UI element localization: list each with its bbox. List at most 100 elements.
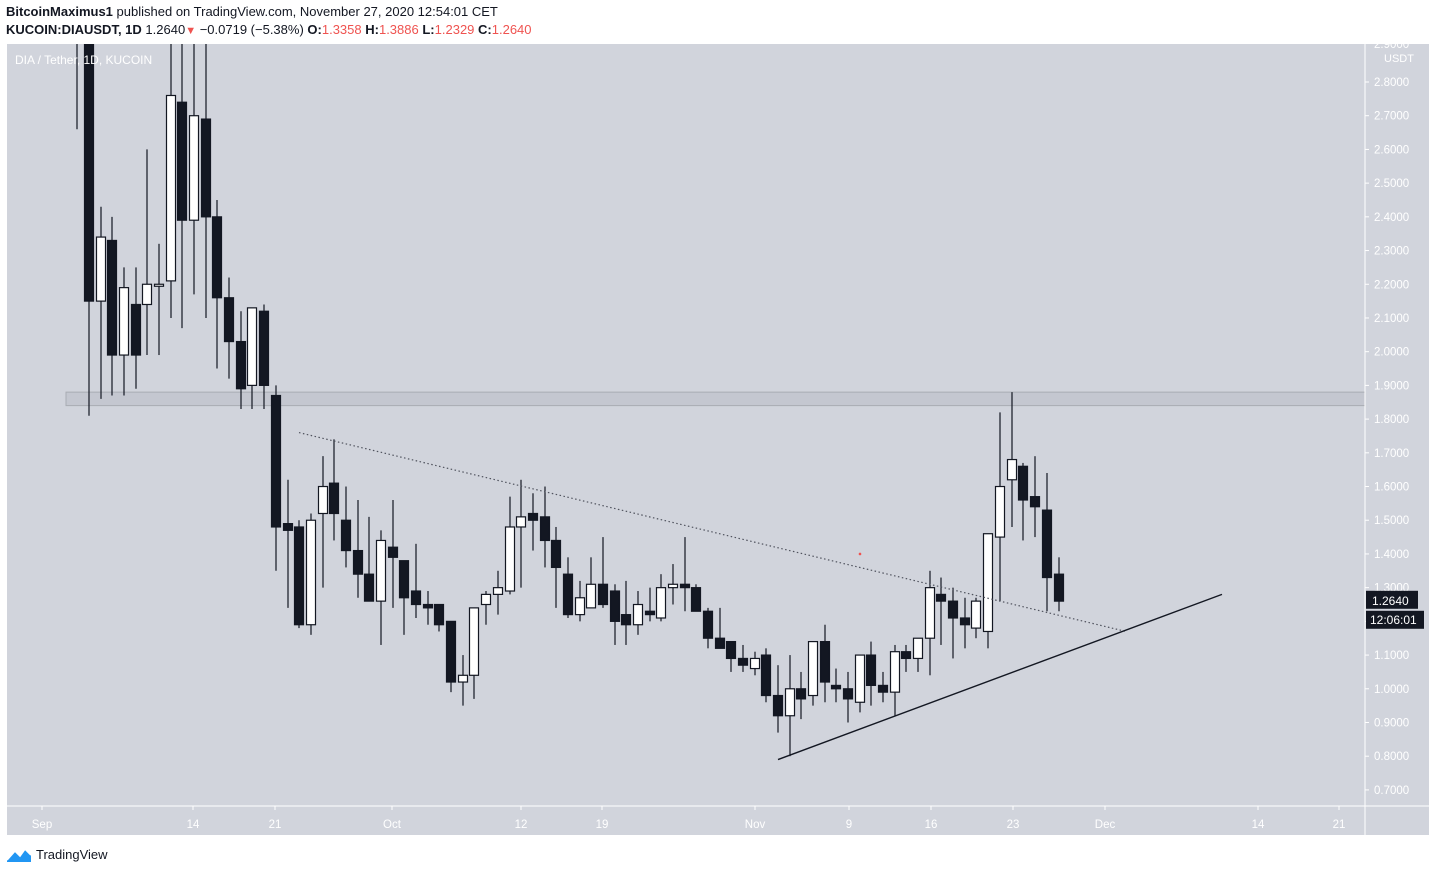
price-tick-label: 2.8000 bbox=[1374, 77, 1409, 89]
marker-dot bbox=[858, 552, 862, 556]
candle-down bbox=[445, 620, 457, 683]
candle-down bbox=[387, 546, 399, 558]
time-tick-label: 14 bbox=[1252, 819, 1265, 831]
open-value: 1.3358 bbox=[321, 22, 362, 37]
chart-legend: DIA / Tether, 1D, KUCOIN bbox=[15, 53, 153, 67]
time-tick-label: 23 bbox=[1007, 819, 1020, 831]
candle-down bbox=[352, 549, 364, 575]
price-tick-label: 2.7000 bbox=[1374, 111, 1409, 123]
candle-up bbox=[784, 688, 796, 717]
candlestick-plot[interactable]: 2.8000 2.7000 2.6000 2.5000 2.4000 2.3000 2.20… bbox=[7, 44, 1429, 835]
candle-down bbox=[270, 394, 282, 528]
candle-down bbox=[644, 610, 656, 616]
candle-up bbox=[924, 587, 936, 639]
candle-up bbox=[504, 526, 516, 592]
resistance-zone bbox=[65, 391, 1365, 407]
candle-down bbox=[679, 583, 691, 589]
footer: TradingView bbox=[6, 845, 108, 863]
candle-down bbox=[282, 523, 294, 531]
current-price-label: 1.2640 bbox=[1372, 594, 1409, 608]
time-tick-label: Oct bbox=[383, 819, 402, 831]
price-change: −0.0719 (−5.38%) bbox=[199, 22, 304, 37]
descending-trendline bbox=[298, 432, 1127, 633]
candle-down bbox=[772, 694, 784, 717]
time-tick-label: 21 bbox=[269, 819, 282, 831]
countdown-label: 12:06:01 bbox=[1370, 613, 1417, 627]
candle-down bbox=[597, 583, 609, 606]
candle-down bbox=[620, 614, 632, 626]
author-name: BitcoinMaximus1 bbox=[6, 4, 113, 19]
candle-up bbox=[585, 583, 597, 609]
candle-down bbox=[211, 216, 223, 299]
time-tick-label: 14 bbox=[187, 819, 200, 831]
candle-up bbox=[317, 485, 329, 515]
candle-up bbox=[1006, 458, 1018, 481]
candle-up bbox=[667, 583, 679, 589]
price-tick-label: 2.3000 bbox=[1374, 246, 1409, 258]
candle-down bbox=[795, 688, 807, 700]
price-tick-label: 2.1000 bbox=[1374, 313, 1409, 325]
price-tick-label: 2.6000 bbox=[1374, 144, 1409, 156]
chart-area[interactable]: 2.8000 2.7000 2.6000 2.5000 2.4000 2.3000 2.20… bbox=[7, 44, 1429, 835]
candle-up bbox=[165, 94, 177, 282]
candle-down bbox=[200, 118, 212, 218]
candle-down bbox=[410, 590, 422, 606]
candle-up bbox=[982, 533, 994, 633]
time-tick-label: 19 bbox=[596, 819, 609, 831]
candle-up bbox=[889, 651, 901, 693]
price-tick-label: 1.7000 bbox=[1374, 448, 1409, 460]
candle-up bbox=[375, 539, 387, 602]
candle-down bbox=[725, 640, 737, 660]
candle-down bbox=[539, 516, 551, 542]
candle-down bbox=[83, 44, 95, 302]
price-tick-label: 1.5000 bbox=[1374, 515, 1409, 527]
footer-brand: TradingView bbox=[36, 846, 108, 862]
candle-down bbox=[830, 684, 842, 690]
price-tick-label: 1.4000 bbox=[1374, 549, 1409, 561]
candle-up bbox=[970, 600, 982, 629]
symbol-info: KUCOIN:DIAUSDT, 1D 1.2640▼ −0.0719 (−5.3… bbox=[6, 22, 532, 37]
candle-up bbox=[468, 607, 480, 676]
candle-up bbox=[246, 307, 258, 386]
candle-up bbox=[95, 236, 107, 302]
open-label: O: bbox=[307, 22, 322, 37]
price-tick-label: 2.4000 bbox=[1374, 212, 1409, 224]
candle-up bbox=[655, 587, 667, 619]
candle-down bbox=[340, 519, 352, 552]
candle-down bbox=[398, 560, 410, 599]
candle-up bbox=[457, 674, 469, 683]
candle-down bbox=[433, 603, 445, 626]
candle-down bbox=[293, 526, 305, 626]
candle-up bbox=[574, 597, 586, 616]
candle-down bbox=[760, 654, 772, 697]
candle-down bbox=[842, 688, 854, 700]
time-tick-label: Dec bbox=[1095, 819, 1116, 831]
price-tick-label: 1.0000 bbox=[1374, 684, 1409, 696]
candle-down bbox=[865, 654, 877, 687]
candle-up bbox=[492, 587, 504, 595]
candle-down bbox=[690, 587, 702, 612]
candle-down bbox=[737, 657, 749, 666]
published-text: published on TradingView.com, November 2… bbox=[116, 4, 498, 19]
price-tick-label: 0.8000 bbox=[1374, 751, 1409, 763]
time-tick-label: 21 bbox=[1333, 819, 1346, 831]
low-label: L: bbox=[422, 22, 435, 37]
last-price: 1.2640 bbox=[145, 22, 186, 37]
price-tick-label: 2.5000 bbox=[1374, 178, 1409, 190]
plot-layer bbox=[65, 44, 1365, 761]
ascending-trendline bbox=[777, 593, 1223, 761]
candle-down bbox=[223, 297, 235, 343]
candle-down bbox=[1017, 465, 1029, 501]
candle-down bbox=[947, 600, 959, 619]
candle-up bbox=[632, 603, 644, 626]
countdown-badge bbox=[1366, 610, 1424, 629]
current-price-badge bbox=[1366, 590, 1418, 609]
time-tick-label: 12 bbox=[515, 819, 528, 831]
time-tick-label: Sep bbox=[32, 819, 52, 831]
low-value: 1.2329 bbox=[434, 22, 475, 37]
time-tick-label: 16 bbox=[925, 819, 938, 831]
candle-down bbox=[935, 593, 947, 602]
price-tick-label: 2.0000 bbox=[1374, 347, 1409, 359]
candle-down bbox=[702, 610, 714, 639]
candle-down bbox=[422, 603, 434, 609]
